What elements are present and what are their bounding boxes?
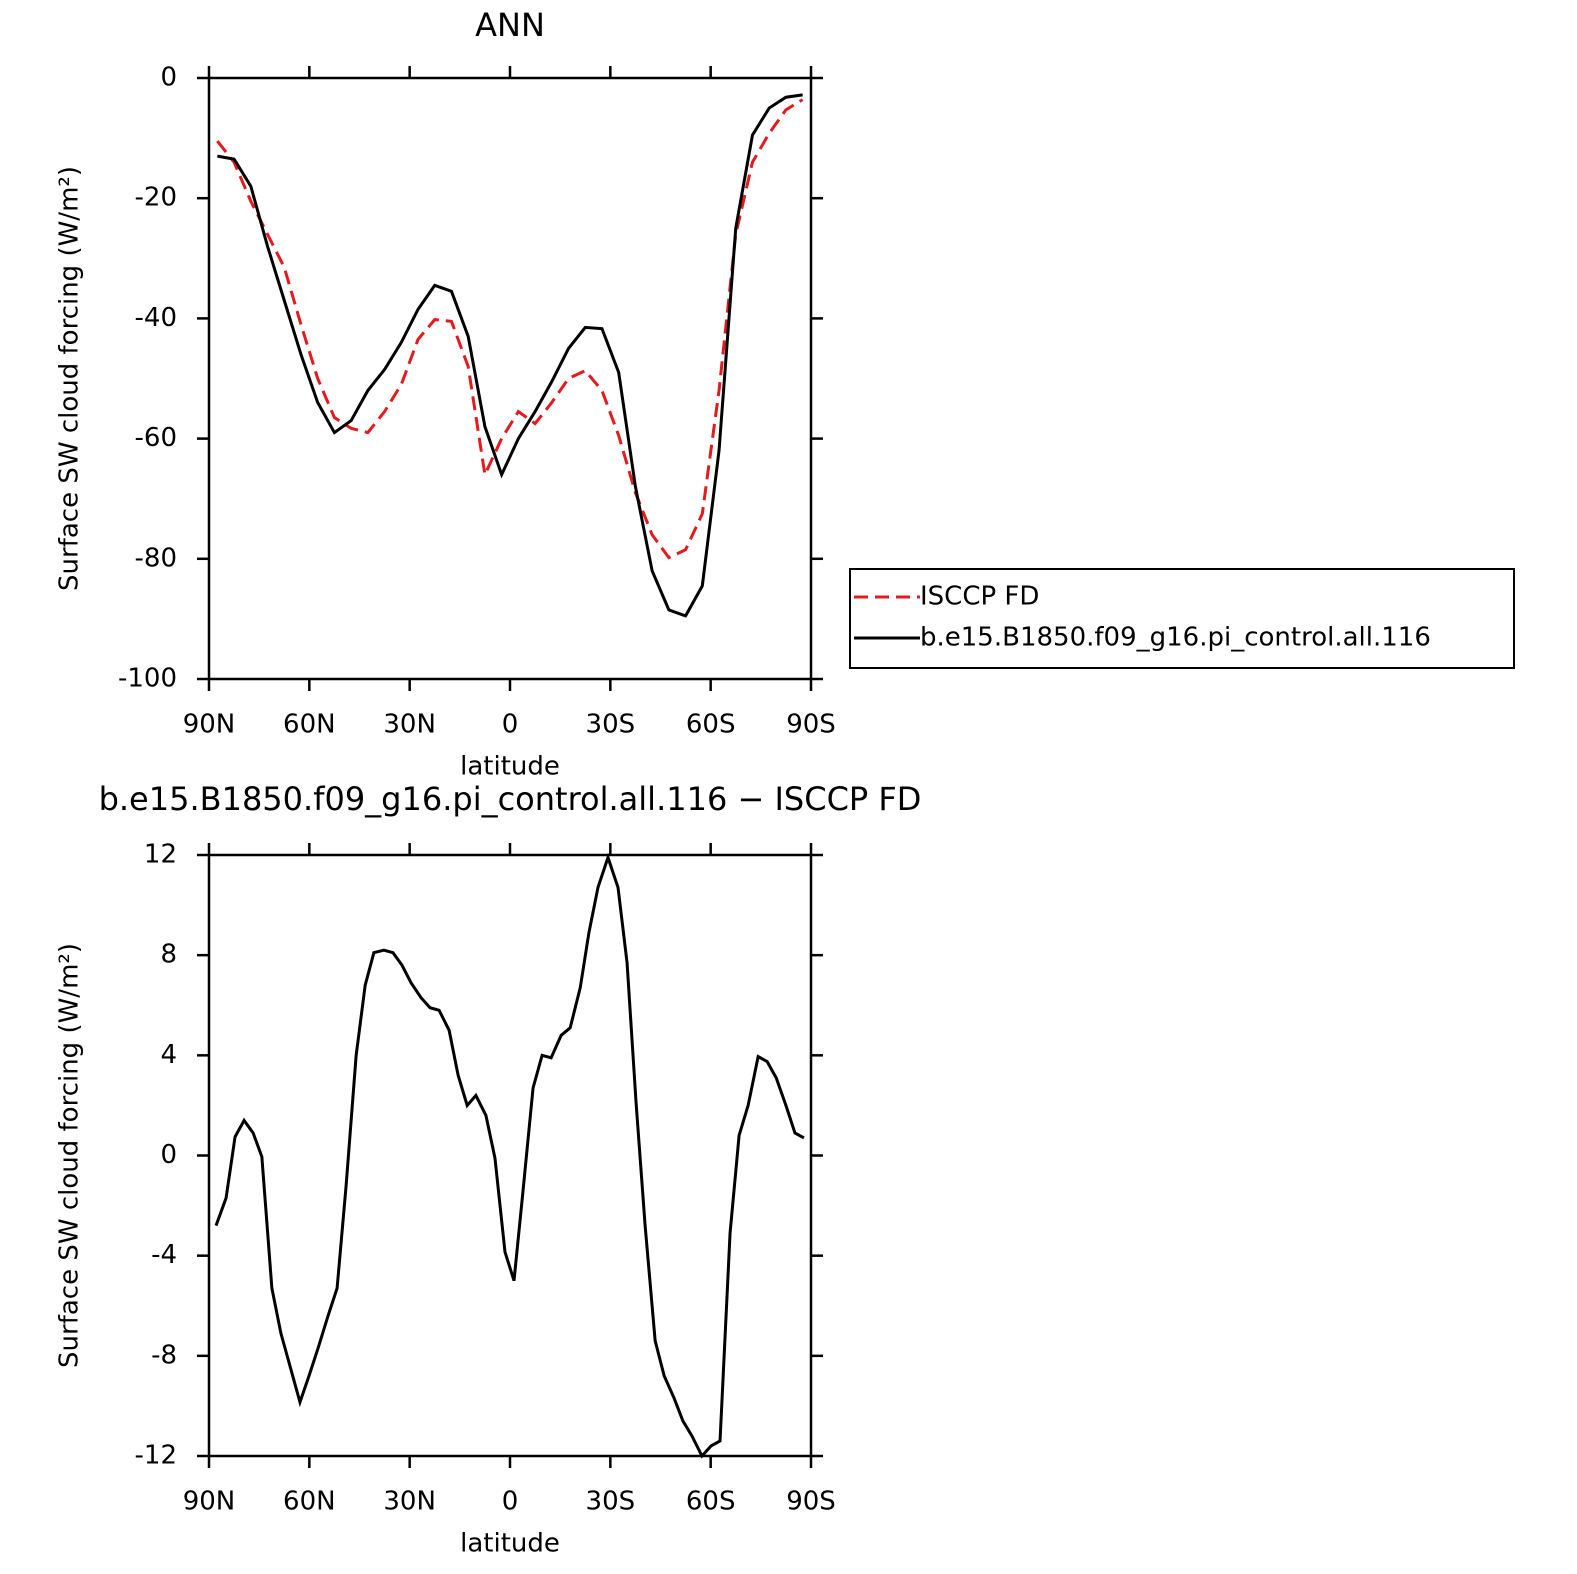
x-tick-label: 90S [786,710,836,740]
legend-box [849,568,1515,669]
y-tick-label: -40 [135,303,177,333]
y-tick-label: 0 [160,63,177,93]
y-tick-label: -100 [118,664,177,694]
x-tick-label: 60N [283,710,336,740]
x-tick-label: 30S [586,710,636,740]
legend-label: ISCCP FD [920,582,1039,612]
x-tick-label: 30S [586,1487,636,1517]
chart-title: ANN [475,6,545,44]
y-tick-label: 8 [160,940,177,970]
y-tick-label: -4 [151,1240,177,1270]
y-tick-label: -60 [135,423,177,453]
x-tick-label: 90N [183,710,236,740]
x-tick-label: 60S [686,1487,736,1517]
x-axis-label: latitude [460,752,560,782]
x-tick-label: 0 [502,1487,519,1517]
chart-title: b.e15.B1850.f09_g16.pi_control.all.116 −… [99,780,922,818]
y-tick-label: 0 [160,1140,177,1170]
plot-frame [207,76,813,681]
y-tick-label: -8 [151,1340,177,1370]
x-tick-label: 90S [786,1487,836,1517]
y-axis-label: Surface SW cloud forcing (W/m²) [55,943,85,1368]
legend-label: b.e15.B1850.f09_g16.pi_control.all.116 [920,623,1431,653]
y-tick-label: -20 [135,183,177,213]
plot-frame [207,853,813,1458]
y-tick-label: -80 [135,543,177,573]
x-tick-label: 60N [283,1487,336,1517]
y-tick-label: 4 [160,1040,177,1070]
data-line [214,852,805,1459]
x-tick-label: 0 [502,710,519,740]
y-tick-label: -12 [135,1441,177,1471]
y-axis-label: Surface SW cloud forcing (W/m²) [55,166,85,591]
x-tick-label: 30N [383,710,436,740]
x-tick-label: 60S [686,710,736,740]
data-line [217,93,803,618]
x-axis-label: latitude [460,1529,560,1559]
y-tick-label: 12 [144,840,177,870]
x-tick-label: 90N [183,1487,236,1517]
x-tick-label: 30N [383,1487,436,1517]
data-line [216,98,804,560]
